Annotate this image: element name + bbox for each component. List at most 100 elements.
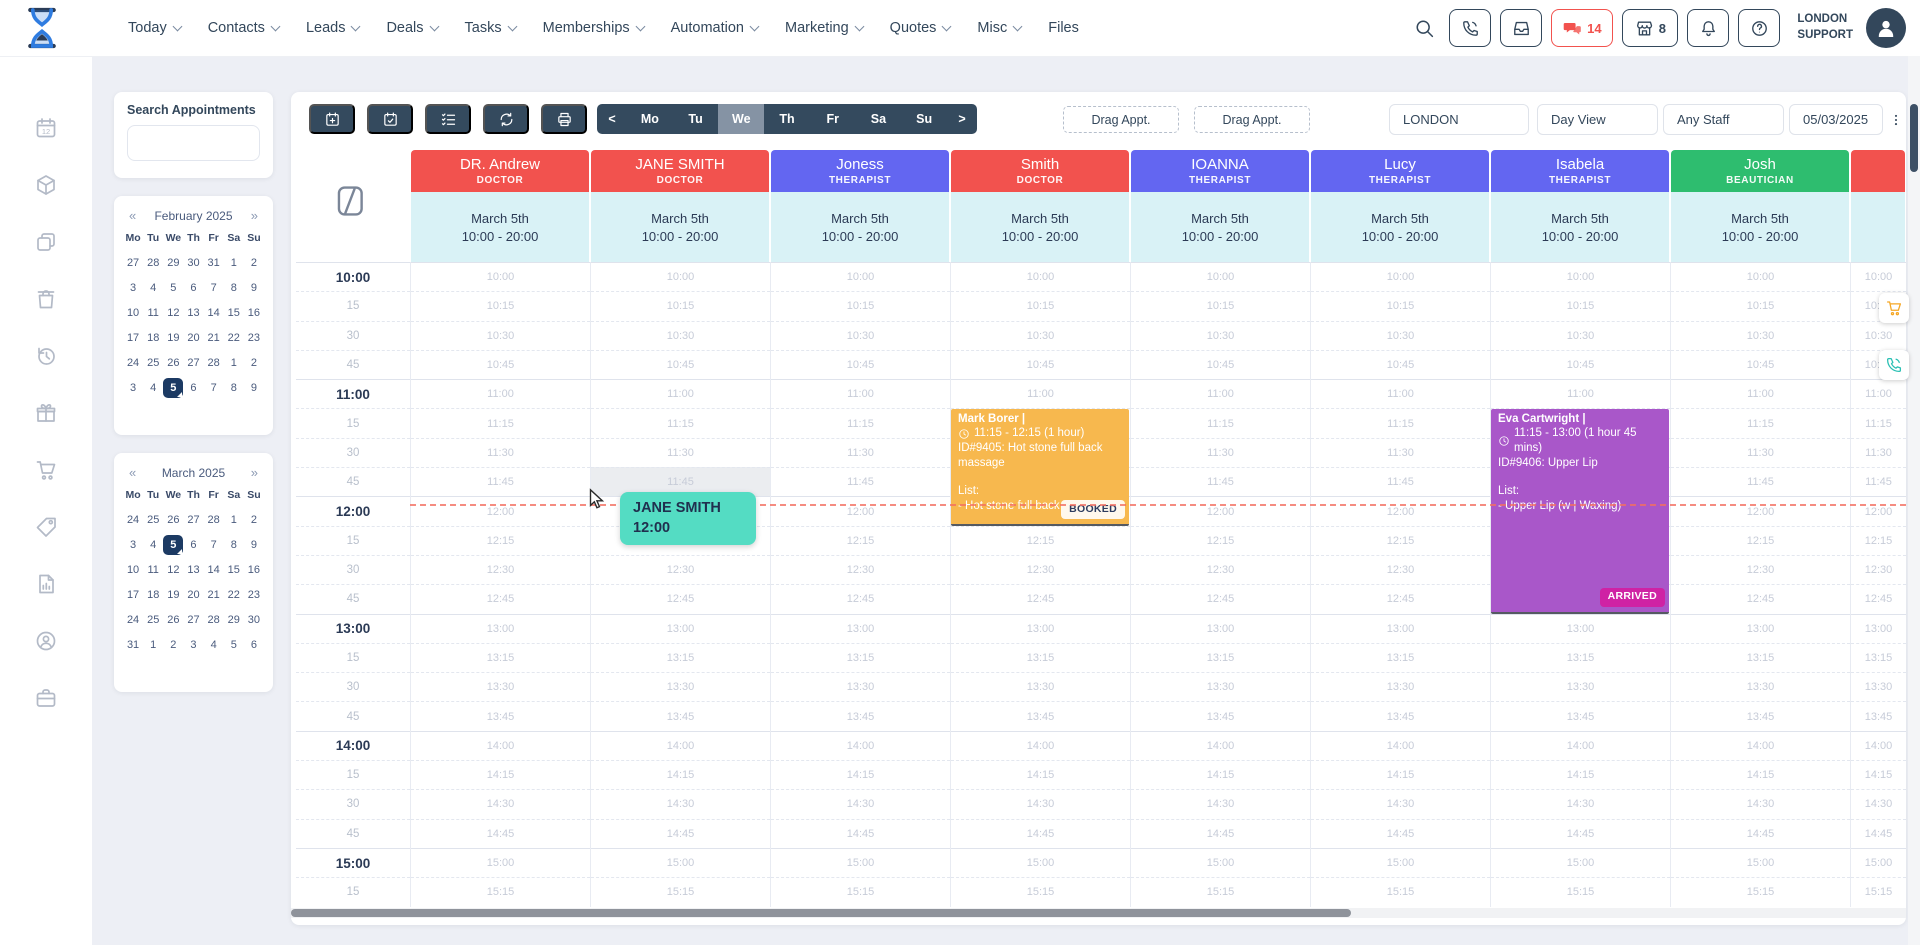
inbox-button[interactable]	[1500, 9, 1543, 47]
kebab-menu-icon[interactable]	[1889, 108, 1903, 132]
calendar-day[interactable]: 2	[250, 357, 257, 369]
calendar-day[interactable]: 15	[227, 307, 240, 319]
time-slot[interactable]: 10:15	[1311, 291, 1490, 320]
search-icon[interactable]	[1414, 18, 1435, 39]
weekday-sa-button[interactable]: Sa	[870, 112, 887, 126]
time-slot[interactable]: 13:30	[1671, 672, 1850, 701]
calendar-day[interactable]: 11	[147, 307, 159, 319]
time-slot[interactable]: 12:45	[1311, 584, 1490, 613]
time-slot[interactable]: 12:00	[1131, 496, 1310, 525]
time-slot[interactable]: 11:00	[1311, 379, 1490, 408]
time-slot[interactable]: 14:15	[1671, 760, 1850, 789]
drag-appointment-button-1[interactable]: Drag Appt.	[1063, 106, 1179, 133]
time-slot[interactable]: 11:45	[771, 467, 950, 496]
time-slot[interactable]: 14:00	[1671, 730, 1850, 760]
calendar-day[interactable]: 6	[190, 282, 197, 294]
time-slot[interactable]: 10:45	[951, 349, 1130, 379]
time-slot[interactable]: 15:15	[1131, 877, 1310, 906]
time-slot[interactable]: 10:30	[1851, 320, 1906, 350]
time-slot[interactable]: 10:00	[771, 262, 950, 291]
phone-button[interactable]	[1449, 9, 1492, 47]
time-slot[interactable]: 12:15	[1671, 525, 1850, 555]
time-slot[interactable]: 10:30	[771, 320, 950, 350]
time-slot[interactable]: 13:00	[411, 613, 590, 643]
time-slot[interactable]: 13:45	[771, 701, 950, 730]
business-icon[interactable]	[34, 686, 58, 710]
time-slot[interactable]: 13:45	[591, 701, 770, 730]
weekday-fr-button[interactable]: Fr	[826, 112, 839, 126]
calendar-day[interactable]: 9	[250, 282, 257, 294]
time-slot[interactable]: 12:15	[1131, 525, 1310, 555]
calendar-day[interactable]: 5	[230, 639, 237, 651]
calendar-next-button[interactable]: »	[250, 465, 258, 480]
time-slot[interactable]: 12:15	[411, 525, 590, 555]
time-slot[interactable]: 11:45	[591, 467, 770, 497]
time-slot[interactable]: 14:45	[951, 818, 1130, 848]
weekday-tu-button[interactable]: Tu	[688, 112, 703, 126]
calendar-day[interactable]: 19	[167, 589, 180, 601]
time-slot[interactable]: 13:30	[1311, 672, 1490, 701]
time-slot[interactable]: 13:45	[1851, 701, 1906, 730]
calendar-day[interactable]: 23	[247, 589, 261, 601]
time-slot[interactable]: 10:45	[1311, 349, 1490, 379]
time-slot[interactable]: 14:45	[591, 818, 770, 848]
time-slot[interactable]: 11:00	[1491, 379, 1670, 408]
nav-item-automation[interactable]: Automation	[671, 20, 760, 36]
time-slot[interactable]: 11:30	[1671, 437, 1850, 467]
notifications-button[interactable]	[1687, 9, 1730, 47]
time-slot[interactable]: 10:00	[1851, 262, 1906, 291]
shop-button[interactable]: 8	[1622, 9, 1679, 47]
time-slot[interactable]: 10:00	[951, 262, 1130, 291]
support-icon[interactable]	[34, 629, 58, 653]
history-icon[interactable]	[34, 344, 58, 368]
location-select[interactable]: LONDON	[1389, 104, 1529, 135]
time-slot[interactable]: 12:15	[951, 525, 1130, 555]
calendar-day[interactable]: 4	[210, 639, 217, 651]
room-icon[interactable]	[334, 179, 368, 223]
time-slot[interactable]: 13:30	[1851, 672, 1906, 701]
time-slot[interactable]: 14:45	[771, 818, 950, 848]
time-slot[interactable]: 13:45	[1491, 701, 1670, 730]
week-prev-button[interactable]: <	[608, 112, 616, 126]
nav-item-memberships[interactable]: Memberships	[543, 20, 646, 36]
time-slot[interactable]: 13:00	[1131, 613, 1310, 643]
calendar-day[interactable]: 31	[126, 639, 140, 651]
time-slot[interactable]: 13:30	[771, 672, 950, 701]
time-slot[interactable]: 15:00	[1131, 847, 1310, 877]
time-slot[interactable]: 10:00	[1131, 262, 1310, 291]
calendar-day[interactable]: 4	[150, 282, 157, 294]
time-slot[interactable]: 14:15	[771, 760, 950, 789]
time-slot[interactable]: 13:30	[1131, 672, 1310, 701]
calendar-day[interactable]: 16	[247, 564, 261, 576]
calendar-day[interactable]: 6	[250, 639, 257, 651]
time-slot[interactable]: 14:30	[1851, 789, 1906, 818]
calendar-day[interactable]: 25	[147, 357, 160, 369]
calendar-day[interactable]: 9	[250, 539, 257, 551]
time-slot[interactable]: 14:15	[951, 760, 1130, 789]
calendar-day[interactable]: 5	[170, 282, 177, 294]
time-slot[interactable]: 14:00	[411, 730, 590, 760]
calendar-day[interactable]: 6	[190, 382, 197, 394]
time-slot[interactable]: 10:15	[591, 291, 770, 320]
appointment-booked[interactable]: Mark Borer | 11:15 - 12:15 (1 hour) ID#9…	[951, 408, 1129, 526]
time-slot[interactable]: 12:15	[771, 525, 950, 555]
nav-item-tasks[interactable]: Tasks	[465, 20, 518, 36]
time-slot[interactable]: 12:45	[411, 584, 590, 613]
calendar-day[interactable]: 22	[227, 332, 240, 344]
staff-header[interactable]: Isabela THERAPIST	[1491, 150, 1669, 192]
calendar-day[interactable]: 7	[210, 382, 217, 394]
time-slot[interactable]: 10:30	[1671, 320, 1850, 350]
calendar-day[interactable]: 17	[126, 332, 140, 344]
time-slot[interactable]: 12:15	[1851, 525, 1906, 555]
time-slot[interactable]: 15:00	[1311, 847, 1490, 877]
view-select[interactable]: Day View	[1537, 104, 1658, 135]
time-slot[interactable]: 11:00	[1851, 379, 1906, 408]
help-button[interactable]	[1738, 9, 1781, 47]
calendar-day[interactable]: 30	[187, 257, 200, 269]
nav-item-contacts[interactable]: Contacts	[208, 20, 281, 36]
time-slot[interactable]: 15:00	[771, 847, 950, 877]
products-icon[interactable]	[34, 173, 58, 197]
calendar-day[interactable]: 16	[247, 307, 261, 319]
time-slot[interactable]: 10:30	[1131, 320, 1310, 350]
time-slot[interactable]: 13:15	[1311, 642, 1490, 672]
